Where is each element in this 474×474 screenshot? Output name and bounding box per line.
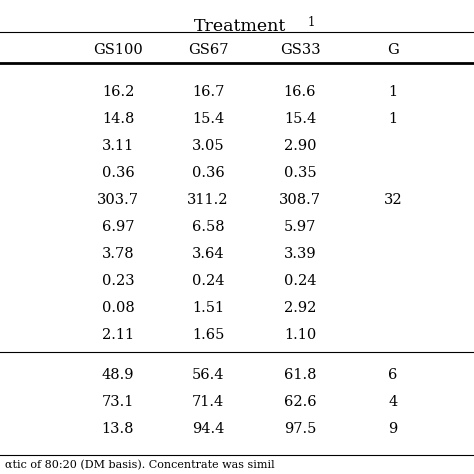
- Text: 16.6: 16.6: [284, 85, 316, 99]
- Text: 15.4: 15.4: [192, 112, 224, 126]
- Text: 2.92: 2.92: [284, 301, 316, 315]
- Text: 2.11: 2.11: [102, 328, 134, 342]
- Text: 303.7: 303.7: [97, 193, 139, 207]
- Text: 16.2: 16.2: [102, 85, 134, 99]
- Text: GS33: GS33: [280, 43, 320, 57]
- Text: 0.35: 0.35: [283, 166, 316, 180]
- Text: 1: 1: [388, 85, 398, 99]
- Text: 6.97: 6.97: [102, 220, 134, 234]
- Text: 97.5: 97.5: [284, 422, 316, 436]
- Text: 4: 4: [388, 395, 398, 409]
- Text: 32: 32: [383, 193, 402, 207]
- Text: 3.78: 3.78: [102, 247, 134, 261]
- Text: 71.4: 71.4: [192, 395, 224, 409]
- Text: 16.7: 16.7: [192, 85, 224, 99]
- Text: Treatment: Treatment: [194, 18, 286, 35]
- Text: 56.4: 56.4: [192, 368, 224, 382]
- Text: 5.97: 5.97: [284, 220, 316, 234]
- Text: 13.8: 13.8: [102, 422, 134, 436]
- Text: 1: 1: [308, 16, 315, 29]
- Text: 1: 1: [388, 112, 398, 126]
- Text: 1.65: 1.65: [192, 328, 224, 342]
- Text: 0.24: 0.24: [284, 274, 316, 288]
- Text: 0.36: 0.36: [191, 166, 224, 180]
- Text: 0.23: 0.23: [102, 274, 134, 288]
- Text: αtic of 80:20 (DM basis). Concentrate was simil: αtic of 80:20 (DM basis). Concentrate wa…: [5, 460, 274, 470]
- Text: G: G: [387, 43, 399, 57]
- Text: 1.10: 1.10: [284, 328, 316, 342]
- Text: 73.1: 73.1: [102, 395, 134, 409]
- Text: 6.58: 6.58: [191, 220, 224, 234]
- Text: 9: 9: [388, 422, 398, 436]
- Text: 62.6: 62.6: [283, 395, 316, 409]
- Text: 14.8: 14.8: [102, 112, 134, 126]
- Text: 3.05: 3.05: [191, 139, 224, 153]
- Text: 0.36: 0.36: [101, 166, 134, 180]
- Text: 2.90: 2.90: [284, 139, 316, 153]
- Text: 6: 6: [388, 368, 398, 382]
- Text: GS100: GS100: [93, 43, 143, 57]
- Text: 0.08: 0.08: [101, 301, 134, 315]
- Text: 94.4: 94.4: [192, 422, 224, 436]
- Text: 308.7: 308.7: [279, 193, 321, 207]
- Text: 3.64: 3.64: [191, 247, 224, 261]
- Text: 48.9: 48.9: [102, 368, 134, 382]
- Text: 61.8: 61.8: [284, 368, 316, 382]
- Text: GS67: GS67: [188, 43, 228, 57]
- Text: 15.4: 15.4: [284, 112, 316, 126]
- Text: 3.39: 3.39: [283, 247, 316, 261]
- Text: 0.24: 0.24: [192, 274, 224, 288]
- Text: 1.51: 1.51: [192, 301, 224, 315]
- Text: 311.2: 311.2: [187, 193, 229, 207]
- Text: 3.11: 3.11: [102, 139, 134, 153]
